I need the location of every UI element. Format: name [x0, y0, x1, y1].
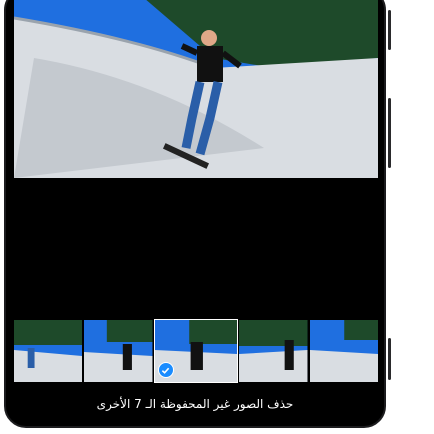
- thumbnail-1[interactable]: [14, 320, 83, 382]
- skater-photo-image: [14, 0, 378, 178]
- thumbnail-image: [239, 320, 308, 382]
- thumbnail-5[interactable]: [309, 320, 379, 382]
- thumbnail-strip: [14, 319, 379, 383]
- thumbnail-4[interactable]: [239, 320, 308, 382]
- phone-frame: حذف الصور غير المحفوظة الـ 7 الأخرى: [4, 0, 386, 428]
- side-button-bottom: [388, 338, 391, 380]
- skater-figure: [162, 30, 242, 169]
- delete-unsaved-label: حذف الصور غير المحفوظة الـ 7 الأخرى: [96, 397, 294, 411]
- thumbnail-2[interactable]: [84, 320, 153, 382]
- side-button-top: [388, 10, 391, 50]
- side-button-middle: [388, 98, 391, 168]
- thumbnail-image: [309, 320, 379, 382]
- thumbnail-image: [84, 320, 153, 382]
- main-photo[interactable]: [14, 0, 378, 178]
- thumbnail-image: [14, 320, 83, 382]
- thumbnail-3-selected[interactable]: [153, 319, 239, 383]
- delete-unsaved-button[interactable]: حذف الصور غير المحفوظة الـ 7 الأخرى: [6, 390, 384, 418]
- thumbnail-image: [154, 320, 238, 382]
- checkmark-icon: [157, 362, 174, 378]
